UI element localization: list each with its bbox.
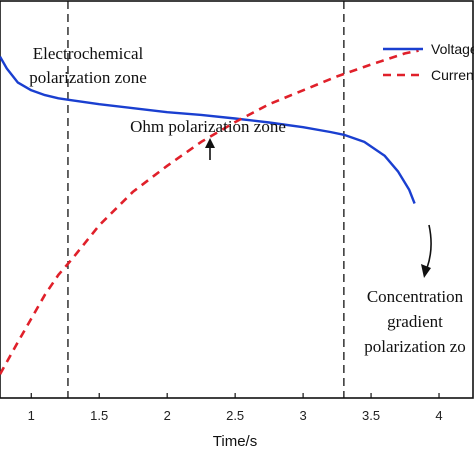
series-line-current [0,49,419,375]
x-tick-label: 2.5 [226,408,244,423]
annotation-electrochemical-line-1: Electrochemical [33,44,144,63]
concentration-arrow-head [421,264,431,278]
x-tick-label: 3 [299,408,306,423]
series-layer [0,49,419,375]
plot-frame [0,0,474,399]
concentration-arrow-shaft [426,224,432,269]
annotation-concentration-line-3: polarization zo [364,337,466,356]
series-line-voltage [0,56,416,204]
x-axis-title: Time/s [213,433,257,450]
ohm-arrow-head [205,138,215,148]
legend-label-voltage: Voltage [431,41,474,57]
x-tick-label: 1.5 [90,408,108,423]
x-tick-label: 4 [435,408,442,423]
annotation-electrochemical: Electrochemical polarization zone [29,44,147,87]
x-axis-ticks: 1 1.5 2 2.5 3 3.5 4 [28,393,443,423]
annotation-concentration: Concentration gradient polarization zo [364,224,466,356]
annotation-concentration-line-1: Concentration [367,287,464,306]
legend-label-current: Current [431,67,474,83]
x-tick-label: 3.5 [362,408,380,423]
annotation-ohm: Ohm polarization zone [130,117,286,160]
x-tick-label: 1 [28,408,35,423]
x-tick-label: 2 [164,408,171,423]
annotation-electrochemical-line-2: polarization zone [29,68,147,87]
annotation-ohm-label: Ohm polarization zone [130,117,286,136]
legend: Voltage Current [383,41,474,83]
annotation-concentration-line-2: gradient [387,312,443,331]
